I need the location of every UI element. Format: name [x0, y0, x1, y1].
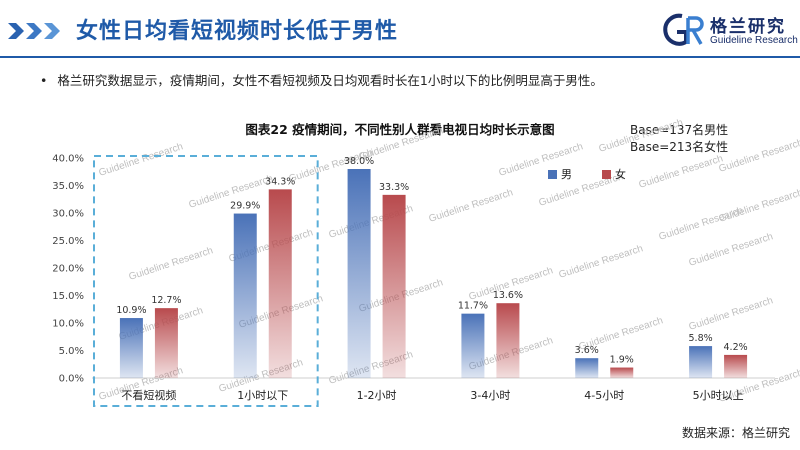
bar-value-label: 1.9%	[610, 355, 634, 366]
watermark-text: Guideline Research	[98, 141, 185, 179]
base-note: Base=137名男性 Base=213名女性	[630, 122, 728, 156]
bar-value-label: 5.8%	[689, 333, 713, 344]
bar	[382, 194, 406, 378]
y-tick-label: 20.0%	[52, 264, 84, 275]
y-tick-label: 35.0%	[52, 181, 84, 192]
logo-chinese-name: 格兰研究	[710, 17, 786, 37]
bar-value-label: 13.6%	[493, 290, 523, 301]
summary-text: 格兰研究数据显示，疫情期间，女性不看短视频及日均观看时长在1小时以下的比例明显高…	[57, 73, 603, 88]
bar-value-label: 38.0%	[344, 156, 374, 167]
watermark-text: Guideline Research	[688, 231, 775, 269]
bar-value-label: 4.2%	[724, 342, 748, 353]
y-tick-label: 40.0%	[52, 154, 84, 165]
y-tick-label: 25.0%	[52, 236, 84, 247]
bar	[233, 213, 257, 378]
x-tick-label: 5小时以上	[693, 389, 744, 402]
bar-value-label: 10.9%	[116, 305, 146, 316]
x-tick-label: 不看短视频	[121, 388, 176, 402]
bar	[119, 318, 143, 378]
bar-value-label: 3.6%	[575, 345, 599, 356]
gr-logo-icon	[663, 13, 704, 46]
bar	[610, 367, 634, 378]
logo-english-name: Guideline Research	[710, 35, 798, 46]
legend-swatch	[602, 170, 611, 179]
bar-value-label: 12.7%	[151, 295, 181, 306]
bar	[347, 169, 371, 378]
base-note-male: Base=137名男性	[630, 123, 729, 137]
bar	[496, 303, 520, 378]
watermark-text: Guideline Research	[598, 117, 685, 155]
bar	[689, 346, 713, 378]
watermark-text: Guideline Research	[688, 295, 775, 333]
bar	[724, 354, 748, 378]
page-title: 女性日均看短视频时长低于男性	[76, 19, 399, 44]
source-note: 数据来源：格兰研究	[681, 426, 790, 440]
y-tick-label: 15.0%	[52, 291, 84, 302]
header: 女性日均看短视频时长低于男性 格兰研究 Guideline Research	[0, 0, 800, 62]
x-tick-label: 1小时以下	[237, 389, 288, 402]
watermark-text: Guideline Research	[558, 243, 645, 281]
base-note-female: Base=213名女性	[630, 140, 729, 154]
watermark-text: Guideline Research	[638, 153, 725, 191]
bar	[268, 189, 292, 378]
bar	[154, 308, 178, 378]
bar-value-label: 29.9%	[230, 201, 260, 212]
bar	[461, 313, 485, 378]
y-tick-label: 5.0%	[59, 346, 84, 357]
header-divider	[0, 56, 800, 58]
legend-label: 女	[615, 167, 626, 181]
bar-value-label: 11.7%	[458, 301, 488, 312]
triple-chevron-icon	[8, 23, 60, 39]
y-tick-label: 30.0%	[52, 209, 84, 220]
watermark-text: Guideline Research	[428, 187, 515, 225]
watermark-text: Guideline Research	[718, 187, 800, 225]
y-tick-label: 0.0%	[59, 374, 84, 385]
brand-logo: 格兰研究 Guideline Research	[662, 8, 798, 54]
watermark-text: Guideline Research	[718, 137, 800, 175]
legend-swatch	[548, 170, 557, 179]
bar	[575, 358, 599, 378]
summary-bullet: • 格兰研究数据显示，疫情期间，女性不看短视频及日均观看时长在1小时以下的比例明显…	[40, 70, 603, 89]
watermark-text: Guideline Research	[128, 245, 215, 283]
x-tick-label: 1-2小时	[357, 389, 397, 402]
x-tick-label: 4-5小时	[584, 389, 624, 402]
bullet-dot-icon: •	[40, 73, 48, 88]
bar-value-label: 34.3%	[265, 176, 295, 187]
chart-title: 图表22 疫情期间，不同性别人群看电视日均时长示意图	[245, 122, 555, 137]
x-tick-label: 3-4小时	[470, 389, 510, 402]
legend-label: 男	[561, 168, 572, 181]
bar-value-label: 33.3%	[379, 182, 409, 193]
highlight-box	[93, 155, 319, 407]
y-tick-label: 10.0%	[52, 319, 84, 330]
